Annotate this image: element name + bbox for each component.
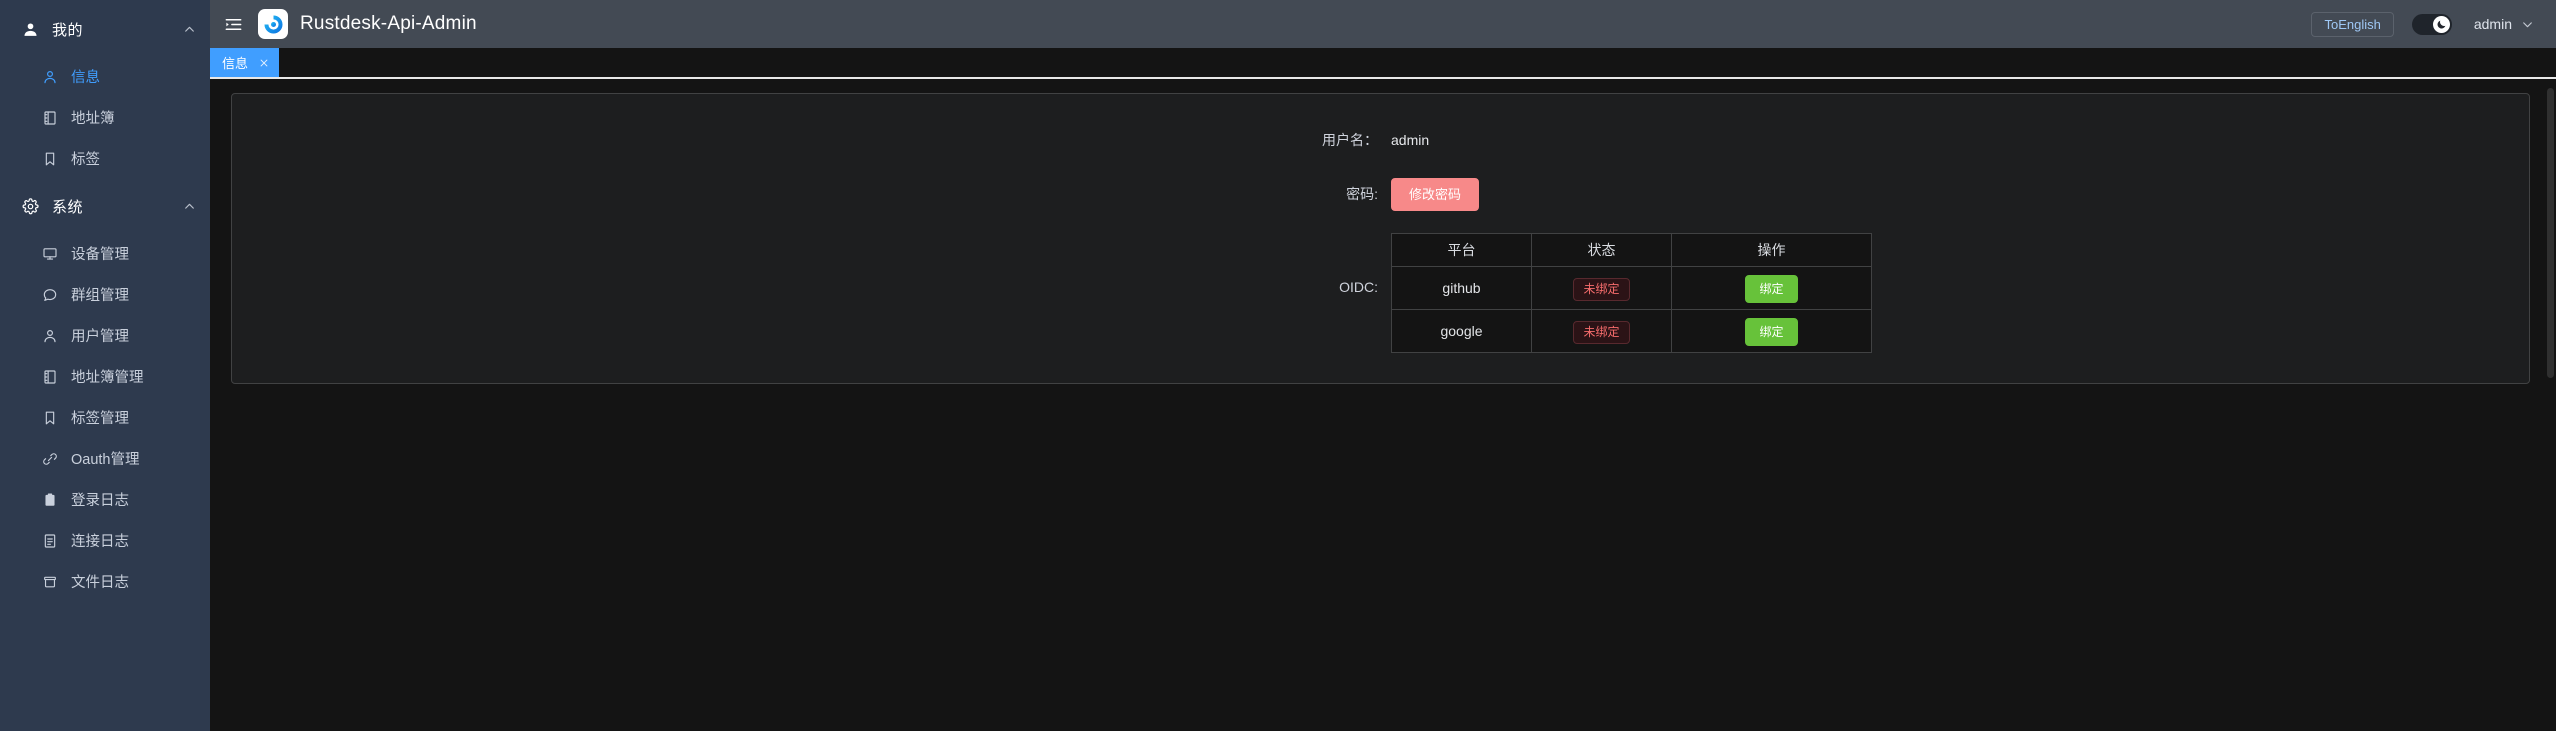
sidebar-item-label: 群组管理 [71,288,129,304]
sidebar-item-label: Oauth管理 [71,452,140,468]
password-value: 修改密码 [1391,178,1480,211]
cell-platform: github [1391,266,1532,310]
notebook-icon [40,367,60,387]
monitor-icon [40,244,60,264]
chevron-up-icon [182,22,196,36]
chevron-up-icon [182,199,196,213]
cell-status: 未绑定 [1531,309,1672,353]
sidebar-group-label: 系统 [52,198,84,216]
sidebar-item-label: 文件日志 [71,575,129,591]
oidc-label: OIDC: [1339,279,1378,295]
sidebar-item-label: 标签 [71,152,100,168]
oidc-table-body: github 未绑定 绑定 google [1391,266,1872,353]
clipboard-icon [40,490,60,510]
oidc-table-head: 平台 状态 操作 [1391,233,1872,267]
sidebar-item-label: 登录日志 [71,493,129,509]
sidebar-item-device-manage[interactable]: 设备管理 [0,233,210,274]
chat-icon [40,285,60,305]
user-name-label: admin [2473,16,2512,32]
status-badge: 未绑定 [1573,278,1630,302]
page-content: 用户名： admin 密码: 修改密码 OIDC: [210,79,2556,731]
sidebar-item-tags[interactable]: 标签 [0,138,210,179]
theme-toggle-switch[interactable] [2411,13,2452,35]
chevron-down-icon [2521,18,2534,31]
tab-label: 信息 [222,56,249,71]
column-header-platform: 平台 [1391,233,1532,267]
user-filled-icon [20,19,40,39]
cell-status: 未绑定 [1531,266,1672,310]
username-row: 用户名： admin [232,124,2529,156]
sidebar-item-oauth-manage[interactable]: Oauth管理 [0,438,210,479]
app-title: Rustdesk-Api-Admin [300,13,477,34]
sidebar-item-address-book[interactable]: 地址簿 [0,97,210,138]
moon-icon [2432,15,2450,33]
bind-button[interactable]: 绑定 [1745,318,1798,346]
sidebar-group-label: 我的 [52,21,84,39]
sidebar-item-label: 地址簿 [71,111,115,127]
sidebar-item-tag-manage[interactable]: 标签管理 [0,397,210,438]
hamburger-icon[interactable] [222,13,244,35]
sidebar-group-system[interactable]: 系统 [0,185,210,227]
files-icon [40,572,60,592]
sidebar-item-label: 用户管理 [71,329,129,345]
tab-bar: 信息 [210,48,2556,79]
language-toggle-button[interactable]: ToEnglish [2311,11,2394,37]
sidebar-item-label: 地址簿管理 [71,370,144,386]
sidebar-item-info[interactable]: 信息 [0,56,210,97]
password-row: 密码: 修改密码 [232,178,2529,211]
table-row: google 未绑定 绑定 [1391,309,1872,353]
rustdesk-logo-icon [258,9,288,39]
document-icon [40,531,60,551]
sidebar-item-user-manage[interactable]: 用户管理 [0,315,210,356]
oidc-row: OIDC: 平台 状态 操作 [232,233,2529,353]
username-value: admin [1391,132,1430,148]
user-outline-icon [40,326,60,346]
sidebar-item-label: 信息 [71,70,100,86]
user-outline-icon [40,67,60,87]
info-card: 用户名： admin 密码: 修改密码 OIDC: [231,93,2530,384]
page-scrollbar[interactable] [2547,88,2554,378]
sidebar-item-login-log[interactable]: 登录日志 [0,479,210,520]
close-icon[interactable] [257,56,270,69]
change-password-button[interactable]: 修改密码 [1391,178,1480,211]
sidebar-item-address-book-manage[interactable]: 地址簿管理 [0,356,210,397]
gear-icon [20,196,40,216]
bookmark-icon [40,408,60,428]
sidebar-group-mine[interactable]: 我的 [0,8,210,50]
main-column: Rustdesk-Api-Admin ToEnglish admin 信息 [210,0,2556,731]
sidebar-item-label: 设备管理 [71,247,129,263]
sidebar-item-file-log[interactable]: 文件日志 [0,561,210,602]
oidc-table-wrapper: 平台 状态 操作 github 未绑定 [1391,233,1872,353]
sidebar-item-label: 标签管理 [71,411,129,427]
sidebar: 我的 信息 地址簿 标签 [0,0,210,731]
column-header-status: 状态 [1531,233,1672,267]
sidebar-item-connection-log[interactable]: 连接日志 [0,520,210,561]
username-label: 用户名： [1322,132,1378,148]
notebook-icon [40,108,60,128]
sidebar-item-label: 连接日志 [71,534,129,550]
bind-button[interactable]: 绑定 [1745,275,1798,303]
oidc-table: 平台 状态 操作 github 未绑定 [1391,233,1872,353]
link-icon [40,449,60,469]
password-label: 密码: [1346,186,1378,202]
user-menu[interactable]: admin [2474,16,2534,32]
top-navbar: Rustdesk-Api-Admin ToEnglish admin [210,0,2556,48]
tab-info[interactable]: 信息 [210,48,280,77]
cell-action: 绑定 [1671,266,1872,310]
cell-platform: google [1391,309,1532,353]
bookmark-icon [40,149,60,169]
table-row: github 未绑定 绑定 [1391,266,1872,310]
sidebar-item-group-manage[interactable]: 群组管理 [0,274,210,315]
cell-action: 绑定 [1671,309,1872,353]
column-header-action: 操作 [1671,233,1872,267]
status-badge: 未绑定 [1573,321,1630,345]
table-header-row: 平台 状态 操作 [1391,233,1872,267]
